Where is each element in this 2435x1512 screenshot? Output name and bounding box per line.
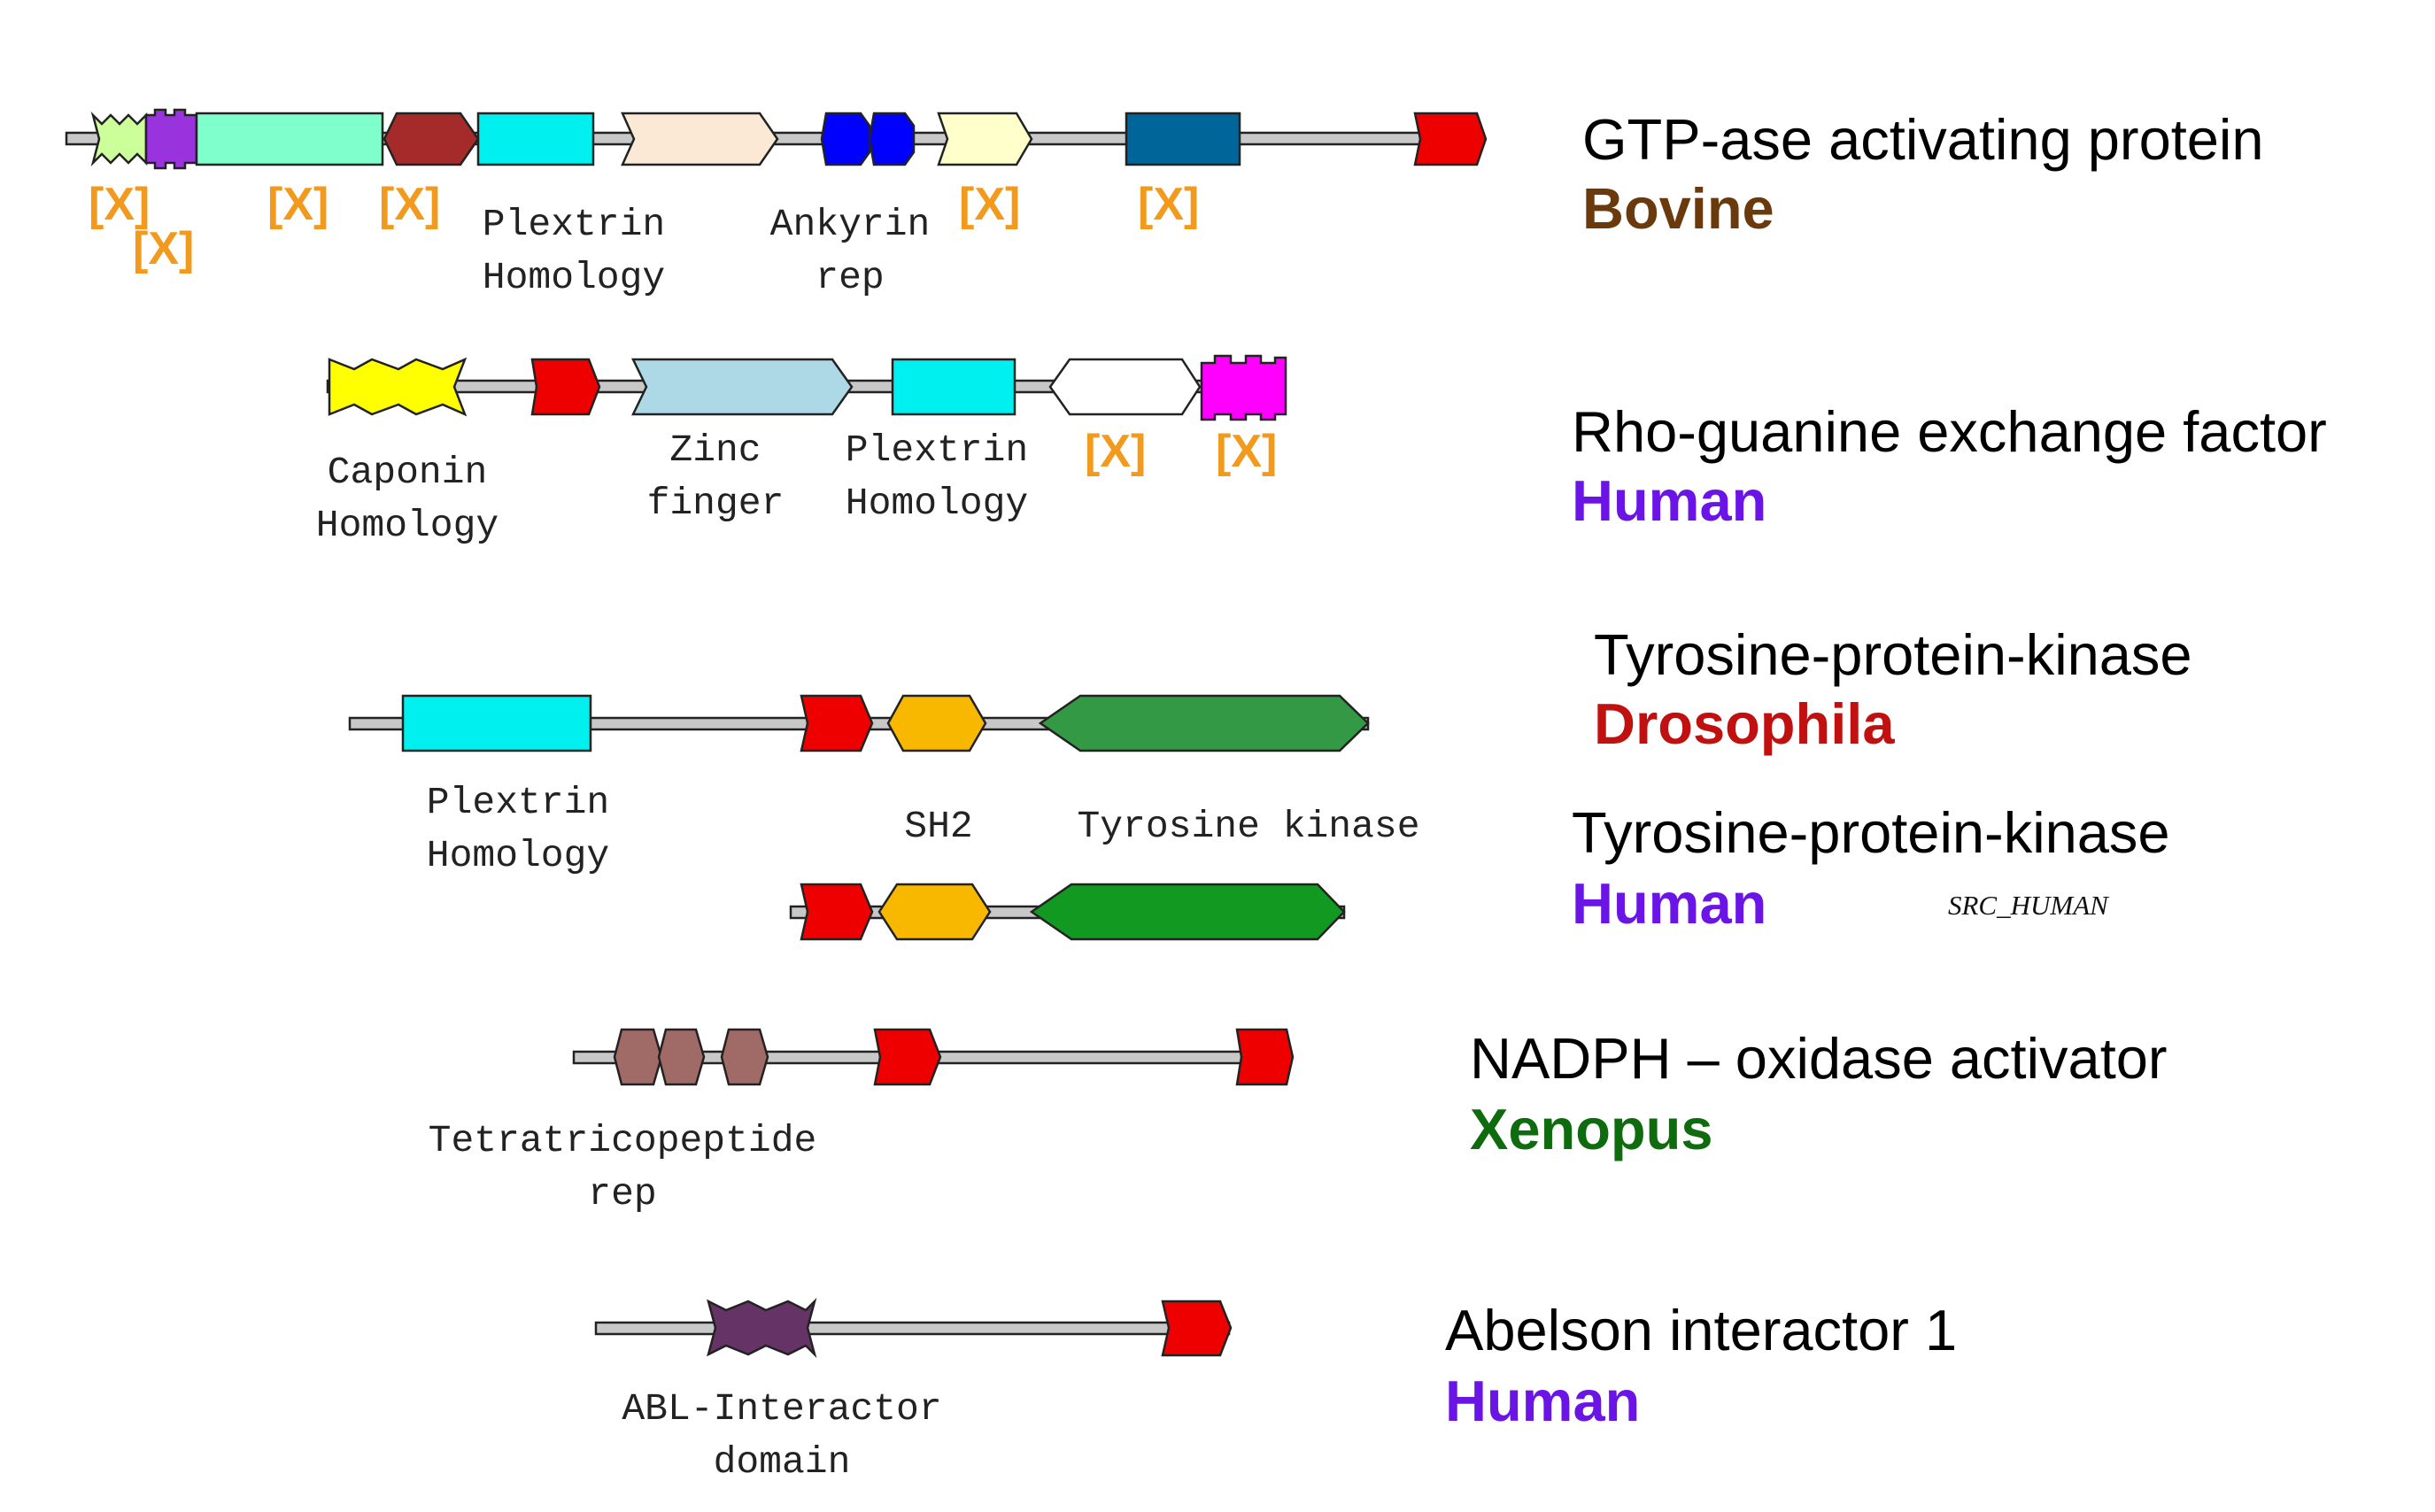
domain-castellated-magenta <box>1200 354 1287 421</box>
x-label: [X] <box>1216 426 1277 477</box>
protein-title: NADPH – oxidase activator <box>1470 1026 2168 1091</box>
protein-title: Rho-guanine exchange factor <box>1572 399 2327 464</box>
protein-species: Human <box>1572 468 1766 533</box>
domain-red <box>530 358 601 416</box>
domain-red <box>1161 1300 1233 1357</box>
domain-label: Homology <box>316 504 499 547</box>
domain-tyrosine-kinase <box>1038 694 1370 752</box>
backbone <box>594 1321 1231 1336</box>
domain-label: Plextrin <box>483 203 665 246</box>
domain-beige-arrow <box>621 112 779 166</box>
protein-title: Tyrosine-protein-kinase <box>1572 800 2170 865</box>
domain-tpr <box>657 1028 706 1086</box>
x-label: [X] <box>959 179 1020 230</box>
protein-row-nadph: Tetratricopeptide rep NADPH – oxidase ac… <box>429 1026 2168 1215</box>
domain-label: Ankyrin <box>770 203 931 246</box>
domain-caponin-homology <box>328 357 468 417</box>
domain-red <box>1235 1028 1295 1086</box>
protein-title: Abelson interactor 1 <box>1445 1298 1957 1362</box>
protein-species: Human <box>1572 871 1766 936</box>
x-label: [X] <box>267 179 329 230</box>
domain-plextrin-homology <box>476 112 595 166</box>
domain-label: Tetratricopeptide <box>429 1119 817 1162</box>
protein-species: Drosophila <box>1594 691 1895 756</box>
domain-white-hex <box>1048 358 1202 416</box>
domain-tpr <box>720 1028 769 1086</box>
protein-species: Xenopus <box>1470 1097 1712 1161</box>
x-label: [X] <box>1138 179 1199 230</box>
domain-tpr <box>613 1028 663 1086</box>
protein-id: SRC_HUMAN <box>1948 890 2110 921</box>
domain-light-yellow <box>937 112 1033 166</box>
domain-label: rep <box>588 1172 656 1215</box>
domain-red <box>800 883 874 941</box>
domain-label: Plextrin <box>427 781 609 824</box>
domain-plextrin-homology <box>401 694 592 752</box>
domain-dark-red <box>383 112 480 166</box>
domain-label: Plextrin <box>846 428 1028 472</box>
domain-abl-interactor <box>707 1297 817 1359</box>
domain-label: Zinc <box>669 428 761 472</box>
domain-sh2 <box>886 694 987 752</box>
domain-label: Homology <box>846 482 1028 525</box>
domain-steel-blue <box>1125 112 1241 166</box>
protein-row-tpk-human: Tyrosine-protein-kinase Human SRC_HUMAN <box>789 800 2170 941</box>
protein-title: Tyrosine-protein-kinase <box>1594 622 2192 687</box>
domain-plextrin-homology <box>891 358 1017 416</box>
domain-label: domain <box>714 1440 851 1484</box>
domain-label: ABL-Interactor <box>622 1387 941 1431</box>
protein-row-tpk-drosophila: Plextrin Homology SH2 Tyrosine kinase Ty… <box>348 622 2192 877</box>
domain-sh2 <box>877 883 992 941</box>
x-label: [X] <box>379 179 440 230</box>
domain-label: Tyrosine kinase <box>1077 805 1419 848</box>
domain-label: finger <box>647 482 785 525</box>
domain-label: SH2 <box>904 805 972 848</box>
domain-red <box>873 1028 942 1086</box>
protein-species: Human <box>1445 1369 1640 1433</box>
domain-aquamarine <box>195 112 384 166</box>
domain-castellated-purple <box>144 108 198 170</box>
domain-red <box>800 694 874 752</box>
domain-label: rep <box>816 256 884 299</box>
domain-red <box>1413 112 1488 166</box>
domain-zigzag-light-green <box>90 111 148 167</box>
domain-zinc-finger <box>631 358 854 416</box>
protein-title: GTP-ase activating protein <box>1582 107 2264 172</box>
domain-label: Caponin <box>328 451 488 494</box>
domain-ankyrin-blue-1 <box>820 112 871 166</box>
domain-ankyrin-blue-2 <box>868 112 916 166</box>
domain-label: Homology <box>483 256 665 299</box>
x-label: [X] <box>1085 426 1146 477</box>
x-label: [X] <box>89 179 150 230</box>
protein-row-gtpase: [X] [X] [X] [X] [X] [X] Plextrin Homolog… <box>65 107 2264 299</box>
protein-row-rho-gef: [X] [X] Caponin Homology Zinc finger Ple… <box>316 354 2327 547</box>
protein-row-abi1: ABL-Interactor domain Abelson interactor… <box>594 1297 1957 1484</box>
protein-species: Bovine <box>1582 176 1774 241</box>
x-label: [X] <box>133 223 194 274</box>
domain-label: Homology <box>427 834 609 877</box>
domain-tyrosine-kinase <box>1029 883 1346 941</box>
